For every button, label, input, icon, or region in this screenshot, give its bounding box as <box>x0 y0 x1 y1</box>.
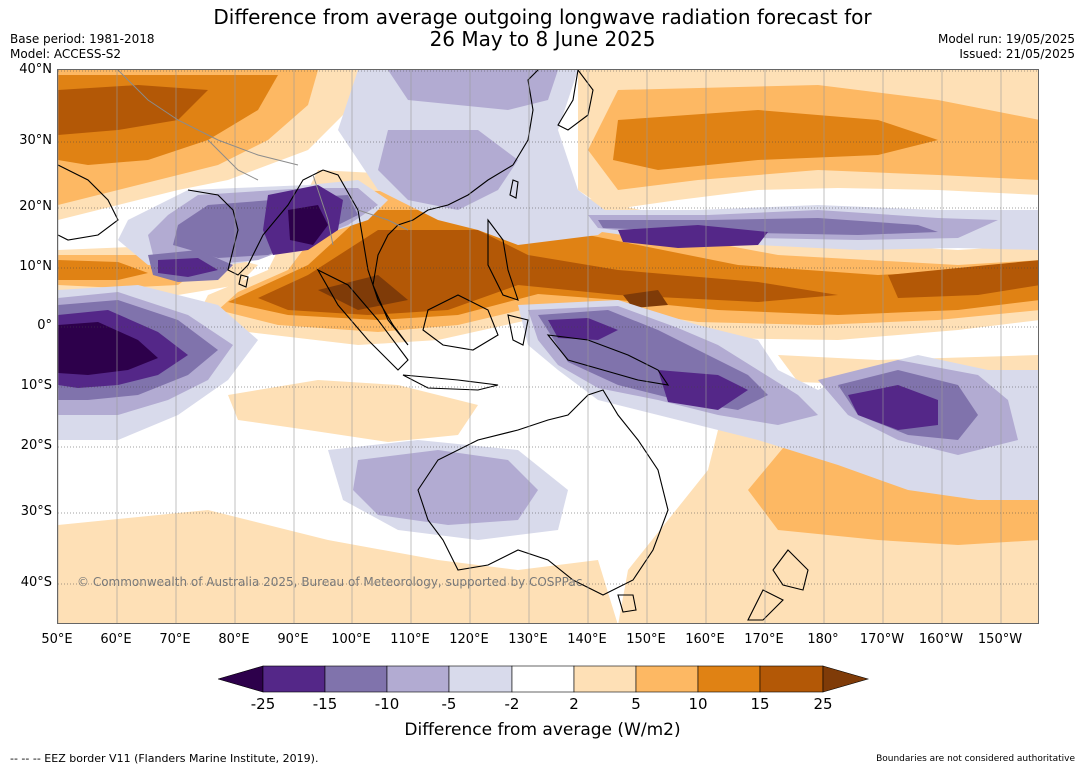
colorbar-swatch <box>759 665 824 693</box>
colorbar-tick: 25 <box>813 695 833 713</box>
lat-label: 10°N <box>19 259 52 274</box>
colorbar-swatch <box>573 665 637 693</box>
colorbar-arrow-high <box>822 665 870 693</box>
lon-label: 180° <box>807 632 839 647</box>
lat-label: 10°S <box>20 378 52 393</box>
chart-title-line2: 26 May to 8 June 2025 <box>429 27 656 51</box>
colorbar-graphic <box>216 665 870 693</box>
colorbar-swatch <box>262 665 326 693</box>
colorbar-tick: -10 <box>374 695 400 713</box>
colorbar-tick: 5 <box>631 695 641 713</box>
model-text: Model: ACCESS-S2 <box>10 47 122 61</box>
lon-label: 60°E <box>100 632 132 647</box>
footer-disclaimer: Boundaries are not considered authoritat… <box>876 754 1075 764</box>
lon-label: 100°E <box>331 632 371 647</box>
lat-label: 0° <box>37 318 52 333</box>
colorbar-swatch <box>448 665 513 693</box>
meta-right: Model run: 19/05/2025 Issued: 21/05/2025 <box>938 32 1075 62</box>
lon-label: 70°E <box>159 632 191 647</box>
lon-label: 160°W <box>918 632 964 647</box>
colorbar-tick: 15 <box>750 695 770 713</box>
base-period-text: Base period: 1981-2018 <box>10 32 155 46</box>
field-brown <box>58 85 1038 315</box>
colorbar-arrow-low <box>216 665 264 693</box>
colorbar-tick: -25 <box>250 695 276 713</box>
map-panel <box>57 69 1039 624</box>
lon-label: 130°E <box>508 632 548 647</box>
lat-label: 40°N <box>19 62 52 77</box>
lon-label: 110°E <box>390 632 430 647</box>
lon-label: 150°E <box>626 632 666 647</box>
colorbar-tick: -2 <box>504 695 520 713</box>
anomaly-map <box>58 70 1038 623</box>
colorbar-swatch <box>324 665 388 693</box>
lat-label: 30°S <box>20 504 52 519</box>
copyright-text: © Commonwealth of Australia 2025, Bureau… <box>77 575 583 589</box>
issued-text: Issued: 21/05/2025 <box>959 47 1075 61</box>
lon-label: 170°E <box>744 632 784 647</box>
colorbar-swatch <box>697 665 761 693</box>
lon-label: 150°W <box>977 632 1023 647</box>
lat-label: 20°S <box>20 438 52 453</box>
model-run-text: Model run: 19/05/2025 <box>937 32 1075 46</box>
lon-label: 140°E <box>567 632 607 647</box>
lat-label: 40°S <box>20 575 52 590</box>
colorbar-tick: 10 <box>688 695 708 713</box>
lon-label: 80°E <box>218 632 250 647</box>
country-borders <box>117 70 409 246</box>
colorbar-tick: 2 <box>569 695 579 713</box>
colorbar <box>216 665 870 699</box>
lon-label: 50°E <box>41 632 73 647</box>
colorbar-swatch <box>386 665 450 693</box>
chart-title-line1: Difference from average outgoing longwav… <box>213 5 872 29</box>
lat-label: 30°N <box>19 133 52 148</box>
coastlines <box>58 70 809 621</box>
meta-left: Base period: 1981-2018 Model: ACCESS-S2 <box>10 32 155 62</box>
lon-label: 170°W <box>859 632 905 647</box>
lon-label: 90°E <box>277 632 309 647</box>
colorbar-swatch <box>635 665 699 693</box>
lon-label: 120°E <box>449 632 489 647</box>
lat-label: 20°N <box>19 199 52 214</box>
footer-eez-note: -- -- -- EEZ border V11 (Flanders Marine… <box>10 752 319 765</box>
meridians <box>58 70 1002 623</box>
colorbar-tick: -5 <box>441 695 457 713</box>
lon-label: 160°E <box>685 632 725 647</box>
colorbar-swatch <box>511 665 575 693</box>
field-darkest-purple <box>58 205 328 375</box>
colorbar-title: Difference from average (W/m2) <box>404 720 681 740</box>
field-darkest-brown <box>318 275 668 310</box>
colorbar-tick: -15 <box>312 695 338 713</box>
